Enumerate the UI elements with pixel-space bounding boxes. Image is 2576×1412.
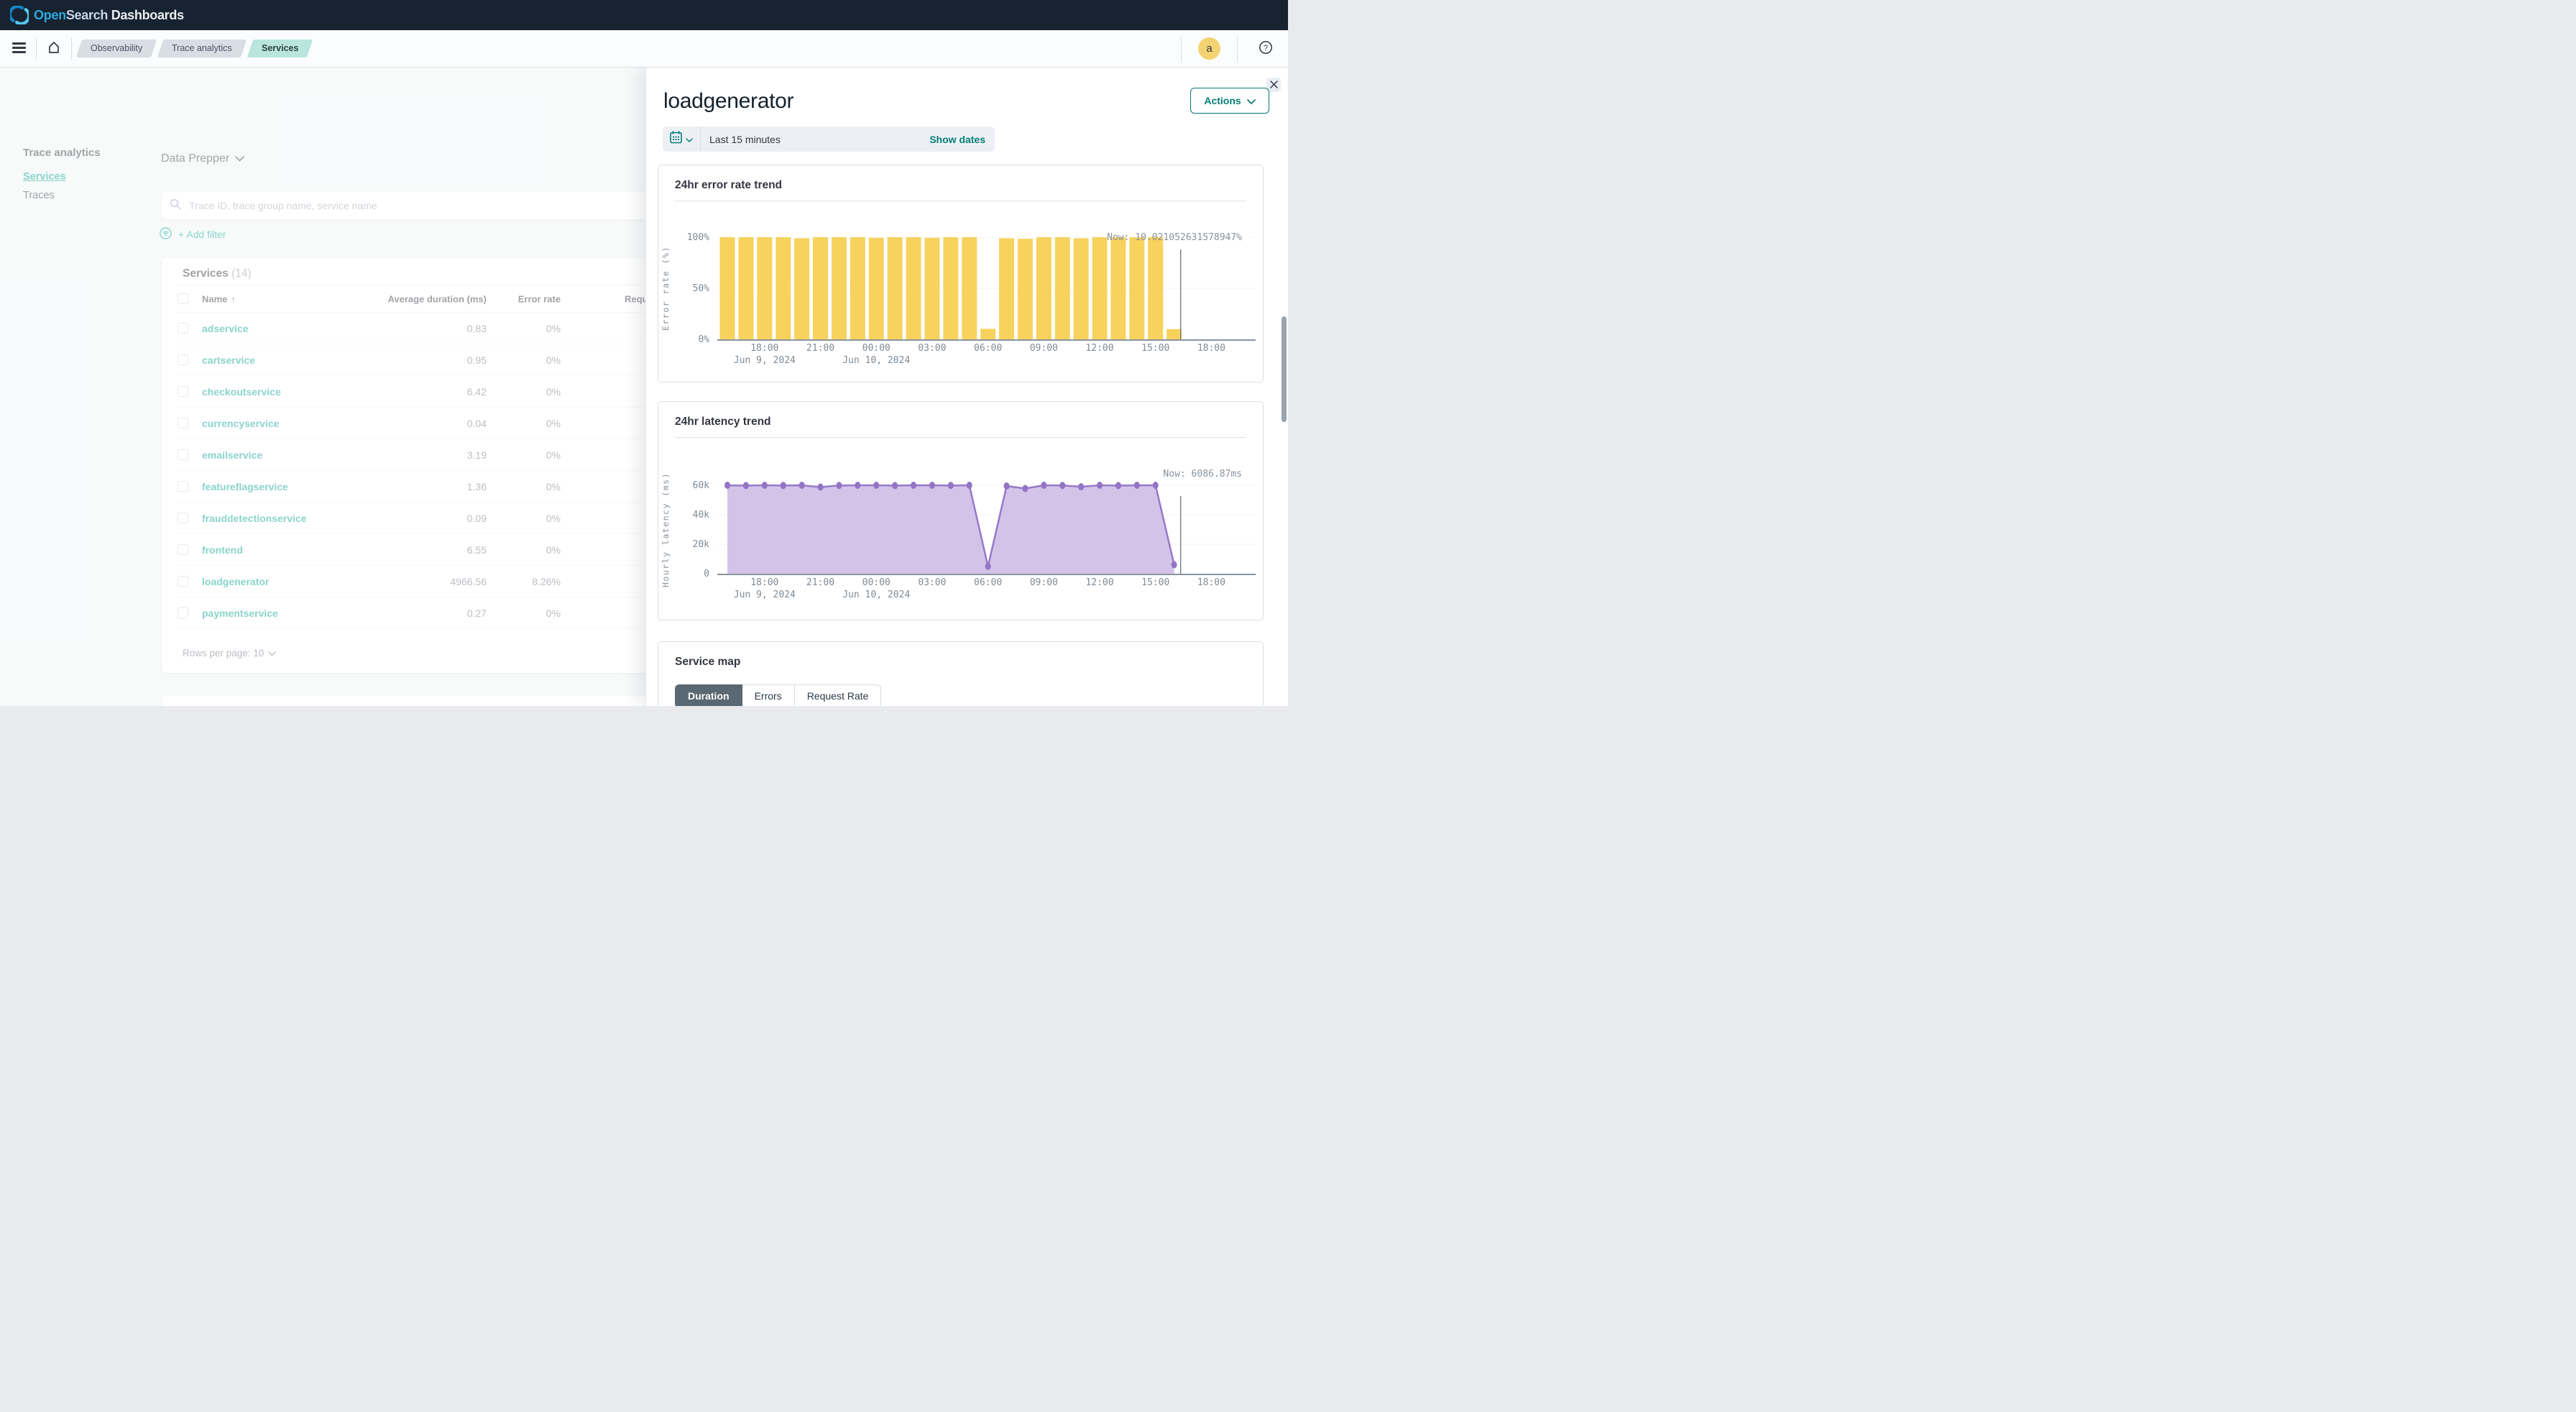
svg-text:18:00: 18:00 [1197, 343, 1225, 354]
chevron-down-icon [1246, 95, 1256, 106]
svg-text:60k: 60k [693, 480, 710, 491]
help-icon: ? [1259, 40, 1273, 57]
menu-button[interactable] [6, 37, 31, 61]
panel-divider [675, 437, 1246, 438]
svg-text:00:00: 00:00 [862, 343, 891, 354]
help-button[interactable]: ? [1254, 37, 1278, 61]
toolbar-divider [36, 37, 37, 60]
toolbar-divider [1237, 35, 1238, 63]
time-range-picker: Last 15 minutes Show dates [663, 127, 995, 152]
actions-button[interactable]: Actions [1190, 88, 1269, 114]
svg-text:40k: 40k [693, 510, 710, 521]
svg-text:12:00: 12:00 [1085, 577, 1113, 588]
actions-label: Actions [1204, 95, 1241, 106]
app-title: OpenSearch Dashboards [34, 7, 184, 22]
svg-text:00:00: 00:00 [862, 577, 891, 588]
svg-text:0: 0 [704, 569, 709, 579]
svg-text:20k: 20k [693, 539, 710, 550]
flyout-service-map-tabs: Duration Errors Request Rate [675, 684, 882, 706]
home-button[interactable] [42, 37, 66, 61]
breadcrumb-services[interactable]: Services [247, 40, 313, 58]
svg-text:03:00: 03:00 [918, 577, 946, 588]
hamburger-icon [12, 42, 26, 55]
top-navbar: OpenSearch Dashboards [0, 0, 1288, 30]
header-toolbar: Observability Trace analytics Services a ? [0, 30, 1288, 68]
opensearch-logo[interactable]: OpenSearch Dashboards [10, 6, 184, 24]
svg-text:18:00: 18:00 [750, 343, 778, 354]
svg-text:?: ? [1264, 44, 1268, 52]
svg-text:Jun 9, 2024: Jun 9, 2024 [734, 355, 796, 366]
svg-text:0%: 0% [698, 334, 709, 345]
breadcrumb: Observability Trace analytics Services [75, 40, 313, 58]
close-flyout-button[interactable] [1266, 78, 1281, 92]
latency-trend-panel: 24hr latency trend Now: 6086.87ms 0 20k 40k… [658, 401, 1264, 620]
breadcrumb-trace-analytics[interactable]: Trace analytics [157, 40, 247, 58]
svg-text:21:00: 21:00 [806, 577, 834, 588]
svg-text:18:00: 18:00 [750, 577, 778, 588]
svg-text:Now: 10.021052631578947%: Now: 10.021052631578947% [1107, 232, 1242, 243]
chevron-down-icon [686, 133, 693, 146]
opensearch-logo-icon [10, 6, 29, 24]
tab-request-rate[interactable]: Request Rate [794, 684, 882, 706]
svg-text:Jun 10, 2024: Jun 10, 2024 [842, 355, 910, 366]
svg-text:15:00: 15:00 [1141, 343, 1169, 354]
home-icon [47, 41, 60, 56]
quick-select-menu[interactable] [663, 127, 701, 152]
svg-text:06:00: 06:00 [974, 577, 1002, 588]
svg-text:03:00: 03:00 [918, 343, 946, 354]
latency-panel-title: 24hr latency trend [675, 416, 771, 428]
error-rate-trend-panel: 24hr error rate trend Now: 10.0210526315… [658, 165, 1264, 382]
flyout-title: loadgenerator [663, 89, 794, 113]
svg-text:Hourly latency (ms): Hourly latency (ms) [661, 472, 671, 587]
flyout-scrollbar[interactable] [1282, 316, 1287, 422]
svg-text:Error rate (%): Error rate (%) [661, 246, 671, 331]
error-rate-chart: Now: 10.021052631578947% 0% 50% 100% 18:00 21… [661, 232, 1256, 366]
calendar-icon [670, 131, 682, 147]
svg-text:Now: 6086.87ms: Now: 6086.87ms [1163, 469, 1242, 480]
svg-text:09:00: 09:00 [1030, 577, 1058, 588]
avatar[interactable]: a [1198, 37, 1220, 60]
svg-text:Jun 9, 2024: Jun 9, 2024 [734, 590, 796, 600]
svg-text:18:00: 18:00 [1197, 577, 1225, 588]
svg-text:Jun 10, 2024: Jun 10, 2024 [842, 590, 910, 600]
svg-text:50%: 50% [693, 283, 710, 294]
breadcrumb-observability[interactable]: Observability [75, 40, 157, 58]
svg-text:15:00: 15:00 [1141, 577, 1169, 588]
flyout-service-map-panel: Service map Duration Errors Request Rate [658, 641, 1264, 706]
close-icon [1269, 80, 1278, 91]
tab-errors[interactable]: Errors [742, 684, 795, 706]
error-rate-panel-title: 24hr error rate trend [675, 179, 783, 191]
show-dates-button[interactable]: Show dates [929, 133, 985, 145]
latency-chart: Now: 6086.87ms 0 20k 40k 60k 18:00 21:00 00:00 0… [661, 469, 1256, 600]
service-detail-flyout: loadgenerator Actions Last 15 minutes Sh… [645, 68, 1288, 706]
opensearch-dashboards-app: OpenSearch Dashboards Observability Trace… [0, 0, 1288, 706]
svg-text:12:00: 12:00 [1085, 343, 1113, 354]
svg-text:21:00: 21:00 [806, 343, 834, 354]
svg-text:09:00: 09:00 [1030, 343, 1058, 354]
time-range-value[interactable]: Last 15 minutes [709, 133, 781, 145]
tab-duration[interactable]: Duration [675, 684, 742, 706]
toolbar-divider [1181, 35, 1182, 63]
flyout-service-map-title: Service map [675, 656, 741, 668]
toolbar-divider [71, 37, 72, 60]
svg-text:100%: 100% [687, 232, 709, 243]
svg-text:06:00: 06:00 [974, 343, 1002, 354]
